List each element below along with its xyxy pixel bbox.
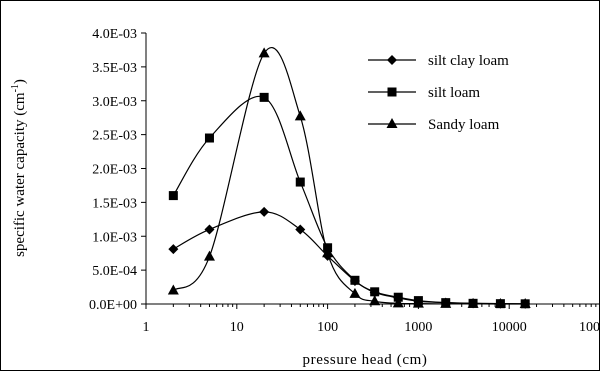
y-tick-label: 2.5E-03	[92, 129, 137, 144]
data-point-square	[387, 87, 397, 97]
x-tick-label: 10	[230, 320, 244, 335]
data-point-square	[295, 177, 305, 187]
data-point-triangle	[467, 297, 479, 308]
x-axis-title: pressure head (cm)	[303, 352, 428, 368]
y-tick-label: 5.0E-04	[92, 264, 137, 279]
x-tick-label: 1000	[404, 320, 432, 335]
data-point-square	[168, 191, 178, 201]
data-point-diamond	[259, 206, 270, 217]
data-point-diamond	[204, 224, 215, 235]
y-tick-label: 4.0E-03	[92, 27, 137, 42]
data-point-square	[204, 133, 214, 143]
data-point-triangle	[386, 118, 398, 128]
data-point-triangle	[203, 250, 215, 261]
y-tick-label: 1.5E-03	[92, 196, 137, 211]
legend-label: silt clay loam	[428, 53, 509, 69]
x-tick-label: 10000	[492, 320, 527, 335]
data-point-triangle	[519, 298, 531, 308]
series-layer	[167, 46, 531, 309]
y-axis-title: specific water capacity (cm-1)	[10, 79, 28, 257]
legend: silt clay loam silt loam Sandy loam	[368, 53, 509, 133]
data-point-triangle	[392, 297, 404, 308]
data-point-diamond	[387, 55, 397, 65]
data-point-triangle	[369, 295, 381, 306]
legend-label: Sandy loam	[428, 117, 500, 133]
y-tick-label: 0.0E+00	[89, 298, 137, 313]
y-ticks: 0.0E+00 5.0E-04 1.0E-03 1.5E-03 2.0E-03 2.5E-…	[89, 27, 146, 313]
legend-item: silt clay loam	[368, 53, 509, 69]
data-point-square	[393, 292, 403, 302]
legend-item: Sandy loam	[368, 117, 500, 133]
data-point-square	[350, 275, 360, 285]
x-tick-label: 1	[143, 320, 150, 335]
x-tick-label: 100	[317, 320, 338, 335]
data-point-diamond	[168, 244, 179, 255]
data-point-triangle	[494, 298, 506, 308]
y-tick-label: 1.0E-03	[92, 230, 137, 245]
data-point-triangle	[294, 110, 306, 121]
data-point-triangle	[322, 247, 334, 258]
y-tick-label: 3.5E-03	[92, 61, 137, 76]
legend-label: silt loam	[428, 85, 480, 101]
y-tick-label: 2.0E-03	[92, 163, 137, 178]
y-tick-label: 3.0E-03	[92, 95, 137, 110]
data-point-triangle	[349, 287, 361, 298]
y-axis-title-main: specific water capacity (cm	[12, 92, 28, 257]
x-tick-label: 100000	[579, 320, 600, 335]
data-point-triangle	[412, 297, 424, 308]
data-point-triangle	[167, 284, 179, 295]
y-axis-title-close: )	[12, 79, 28, 84]
data-point-diamond	[295, 224, 306, 235]
series-triangle	[167, 46, 531, 308]
data-point-square	[370, 287, 380, 297]
y-axis-title-sup: -1	[10, 84, 21, 92]
legend-item: silt loam	[368, 85, 480, 101]
svg-text:specific water capacity (cm-1): specific water capacity (cm-1)	[10, 79, 28, 257]
data-point-square	[259, 92, 269, 102]
data-point-triangle	[440, 297, 452, 308]
data-point-triangle	[258, 47, 270, 58]
